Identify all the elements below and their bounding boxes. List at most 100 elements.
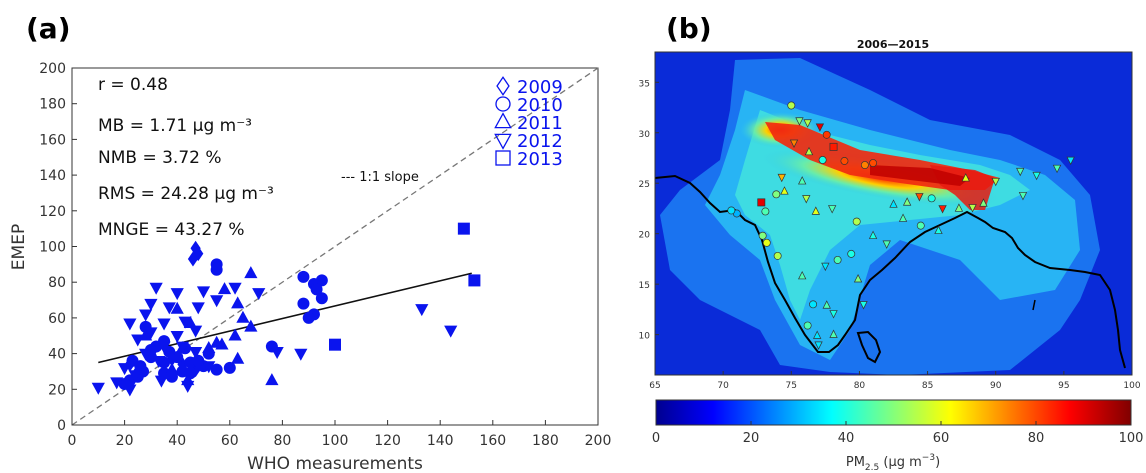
scatter-point-2011 [217,282,232,295]
station-marker [798,270,807,280]
x-tick-label: 40 [168,433,186,449]
colorbar-gradient [655,399,1132,426]
scatter-point-2012 [152,355,166,368]
station-marker [727,206,736,215]
legend-marker-2013 [495,150,511,166]
station-marker [762,238,771,247]
station-marker [809,300,818,309]
scatter-point-2012 [128,370,142,383]
x-tick-label: 60 [221,433,239,449]
scatter-point-2012 [162,302,176,315]
station-marker [853,274,863,283]
colorbar-tick-label: 80 [1028,431,1045,446]
scatter-point-2010 [310,283,323,296]
colorbar-ticks: 0 20 40 60 80 100 [652,421,1143,446]
x-tick-label: 20 [116,433,134,449]
legend-marker-2010 [495,96,511,112]
x-tick-label: 80 [273,433,291,449]
colorbar: 0 20 40 60 80 100 PM2.5 (μg m−3) [652,399,1143,473]
y-axis-label: EMEP [9,224,29,270]
y-tick-label: 0 [57,418,66,434]
scatter-point-2011 [231,351,245,364]
station-marker [916,221,925,230]
station-marker [938,205,947,214]
y-tick-label: 60 [48,311,66,327]
y-tick-label: 200 [39,61,66,77]
panel-a-label: (a) [26,12,71,45]
measurement-sites [727,101,1075,350]
y-tick-label: 180 [39,97,66,113]
scatter-point-2010 [297,297,310,310]
colorbar-tick-label: 60 [933,431,950,446]
scatter-point-2012 [131,334,145,347]
stat-r: r = 0.48 [98,75,168,95]
scatter-point-2013 [457,222,470,235]
scatter-point-2010 [210,363,223,376]
scatter-point-2011 [170,301,184,314]
x-tick-label: 160 [479,433,506,449]
station-marker [829,142,838,151]
station-marker [813,330,822,339]
scatter-point-2012 [118,363,132,376]
station-marker [804,146,814,156]
map-y-tick-label: 20 [639,231,651,241]
scatter-point-2012 [139,309,153,322]
scatter-point-2012 [189,347,203,360]
x-tick-label: 120 [374,433,401,449]
station-marker [821,262,830,272]
map-x-tick-label: 95 [1058,381,1069,391]
scatter-point-2011 [210,335,224,348]
x-tick-label: 140 [427,433,454,449]
station-marker [803,119,812,128]
station-marker [1016,167,1025,177]
legend-label-2011: 2011 [517,113,563,134]
colorbar-label-main: PM [846,455,865,470]
station-marker [780,186,789,195]
pm25-map: 65 70 75 80 85 90 95 100 10 15 20 25 30 35 [639,51,1141,391]
x-tick-label: 100 [322,433,349,449]
sri-lanka-outline [856,330,882,364]
scatter-point-2012 [123,318,137,331]
scatter-point-2012 [157,341,171,354]
station-marker [814,341,823,350]
map-field [655,52,1132,375]
scatter-point-2012 [210,295,224,308]
scatter-point-2012 [175,341,190,354]
station-marker [915,193,924,202]
stats-box: r = 0.48 MB = 1.71 μg m⁻³ NMB = 3.72 % R… [98,75,274,240]
map-frame [654,51,1133,376]
scatter-point-2012 [170,330,184,343]
y-tick-label: 120 [39,204,66,220]
scatter-point-2013 [329,338,341,351]
scatter-point-2012 [191,302,205,315]
scatter-point-2009 [187,251,199,267]
station-marker [869,159,878,167]
stat-mnge: MNGE = 43.27 % [98,220,245,240]
scatter-point-2010 [297,270,310,283]
station-marker [840,157,849,165]
scatter-point-2009 [193,246,204,262]
scatter-point-2012 [196,286,211,299]
station-marker [927,194,936,203]
map-y-tick-label: 15 [639,281,650,291]
coastline [655,174,1126,369]
station-marker [934,225,943,234]
station-marker [798,176,807,185]
map-x-tick-label: 90 [990,381,1002,391]
station-marker [833,255,842,264]
scatter-point-2012 [144,298,158,311]
station-marker [773,251,782,260]
map-x-tick-label: 70 [717,381,729,391]
station-marker [961,173,970,182]
station-marker [787,101,796,110]
ref-line-label: --- 1:1 slope [341,170,419,185]
station-marker [822,130,831,139]
station-marker [795,117,804,126]
scatter-point-2010 [302,311,315,324]
colorbar-label-exp: −3 [922,453,935,463]
scatter-point-2010 [192,354,205,367]
scatter-point-2012 [228,282,242,295]
map-x-tick-label: 85 [922,381,933,391]
